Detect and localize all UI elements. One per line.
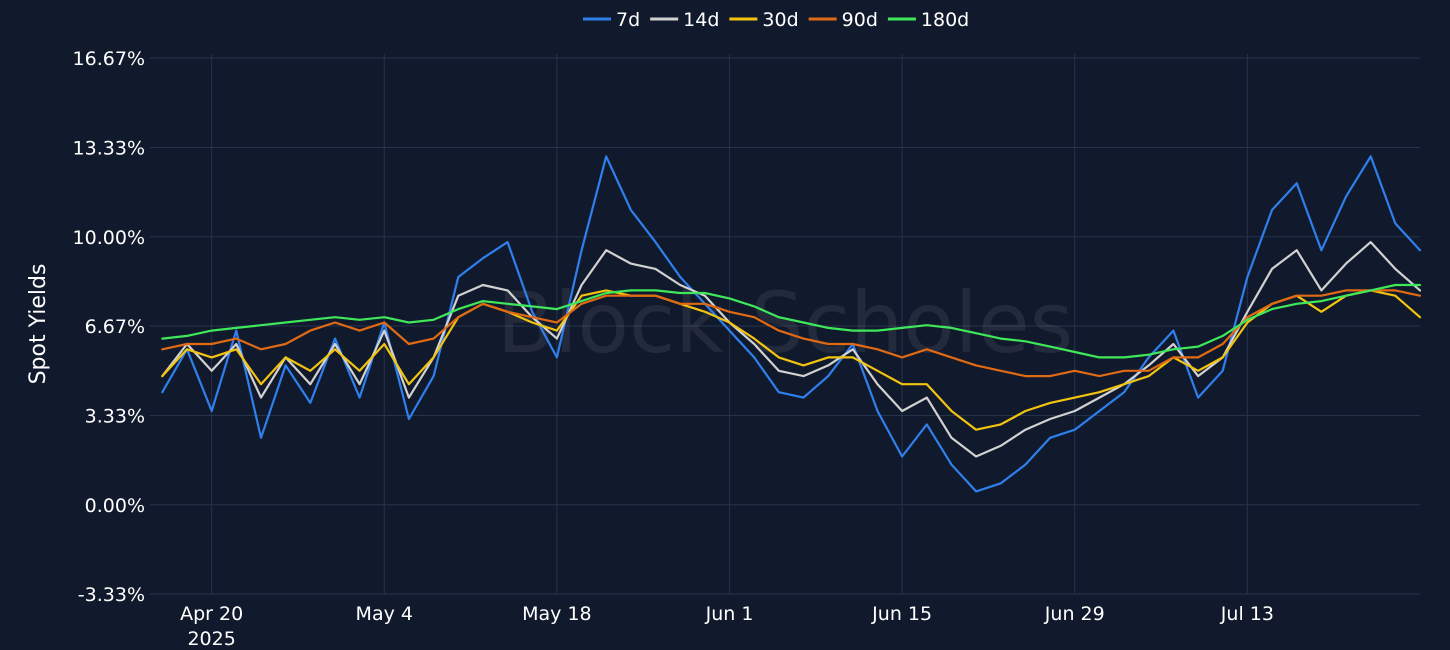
y-tick-label: 3.33% — [85, 406, 145, 428]
y-tick-label: -3.33% — [78, 584, 145, 606]
legend-label: 7d — [616, 9, 640, 31]
y-tick-label: 13.33% — [73, 138, 145, 160]
series-line-180d — [161, 283, 1422, 359]
legend-item-14d[interactable]: 14d — [650, 9, 719, 31]
legend-label: 14d — [683, 9, 719, 31]
legend-label: 30d — [762, 9, 798, 31]
x-tick-label: Apr 20 — [180, 603, 243, 625]
legend-label: 90d — [842, 9, 878, 31]
y-axis-ticks: 16.67% 13.33% 10.00% 6.67% 3.33% 0.00% -3.33% — [73, 48, 145, 606]
x-tick-label: May 18 — [522, 603, 592, 625]
y-tick-label: 6.67% — [85, 316, 145, 338]
legend-item-90d[interactable]: 90d — [808, 9, 878, 31]
x-tick-label: Jul 13 — [1220, 603, 1274, 625]
legend-item-30d[interactable]: 30d — [729, 9, 799, 31]
series-line-30d — [161, 289, 1422, 431]
legend[interactable]: 7d 14d 30d 90d 180d — [583, 9, 969, 31]
legend-item-180d[interactable]: 180d — [887, 9, 969, 31]
x-tick-label: Jun 15 — [871, 603, 932, 625]
x-tick-label: May 4 — [356, 603, 413, 625]
x-tick-label: Jun 1 — [705, 603, 754, 625]
x-tick-label: Jun 29 — [1044, 603, 1105, 625]
legend-item-7d[interactable]: 7d — [583, 9, 640, 31]
y-axis-label: Spot Yields — [26, 264, 51, 385]
series-line-90d — [161, 289, 1422, 378]
x-tick-sublabel: 2025 — [187, 628, 235, 650]
legend-label: 180d — [921, 9, 969, 31]
series-line-7d — [161, 155, 1422, 493]
watermark: Block Scholes — [497, 274, 1074, 372]
x-axis-ticks: Apr 20 2025 May 4 May 18 Jun 1 Jun 15 Jun 29 Ju… — [180, 603, 1274, 650]
y-tick-label: 16.67% — [73, 48, 145, 70]
y-tick-label: 0.00% — [85, 495, 145, 517]
y-tick-label: 10.00% — [73, 227, 145, 249]
series-layer — [161, 155, 1422, 493]
